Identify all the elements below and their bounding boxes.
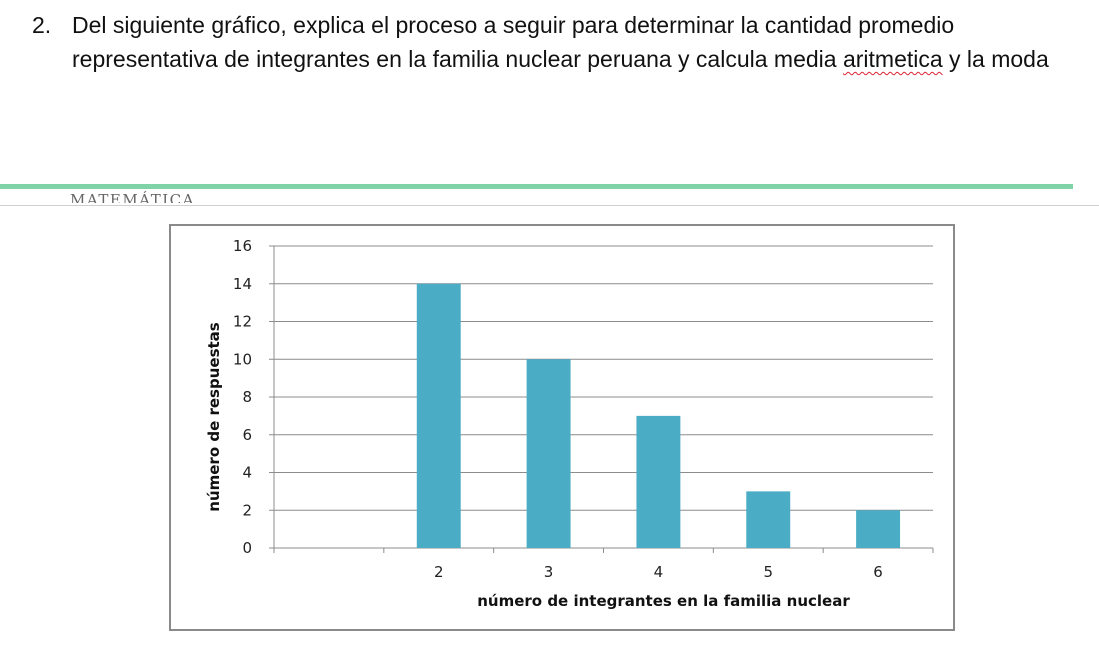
question-text-part1: Del siguiente gráfico, explica el proces… bbox=[72, 12, 955, 72]
x-tick-label-6: 6 bbox=[873, 563, 883, 581]
bar-5 bbox=[746, 491, 791, 548]
x-tick-label-5: 5 bbox=[763, 563, 773, 581]
chart-frame: 0 2 4 6 8 10 12 14 16 2 3 4 5 6 número de integrantes … bbox=[169, 224, 955, 631]
y-tick-label-6: 12 bbox=[233, 313, 252, 331]
x-axis-title: número de integrantes en la familia nucl… bbox=[477, 592, 850, 610]
question-text: Del siguiente gráfico, explica el proces… bbox=[72, 8, 1092, 76]
x-tick-label-3: 3 bbox=[544, 563, 554, 581]
y-tick-label-4: 8 bbox=[242, 388, 252, 406]
misspelled-word: aritmetica bbox=[842, 46, 943, 72]
page-divider bbox=[0, 205, 1099, 206]
clipped-page-header: MATEMÁTICA bbox=[70, 191, 195, 203]
bar-4 bbox=[636, 415, 681, 548]
y-tick-label-5: 10 bbox=[233, 350, 252, 368]
y-tick-label-7: 14 bbox=[233, 275, 252, 293]
x-tick-label-4: 4 bbox=[654, 563, 664, 581]
y-axis-title: número de respuestas bbox=[205, 322, 223, 512]
y-tick-label-3: 6 bbox=[242, 426, 252, 444]
y-tick-label-2: 4 bbox=[242, 464, 252, 482]
bar-6 bbox=[856, 510, 901, 548]
y-tick-label-1: 2 bbox=[242, 501, 252, 519]
section-divider bbox=[0, 184, 1073, 189]
x-tick-label-2: 2 bbox=[434, 563, 444, 581]
bar-2 bbox=[416, 283, 461, 548]
y-tick-label-0: 0 bbox=[242, 539, 252, 557]
bar-chart: 0 2 4 6 8 10 12 14 16 2 3 4 5 6 número de integrantes … bbox=[205, 237, 934, 610]
question-number: 2. bbox=[32, 12, 52, 38]
y-tick-label-8: 16 bbox=[233, 237, 252, 255]
question-text-part2: y la moda bbox=[942, 46, 1049, 72]
bar-3 bbox=[526, 359, 571, 548]
